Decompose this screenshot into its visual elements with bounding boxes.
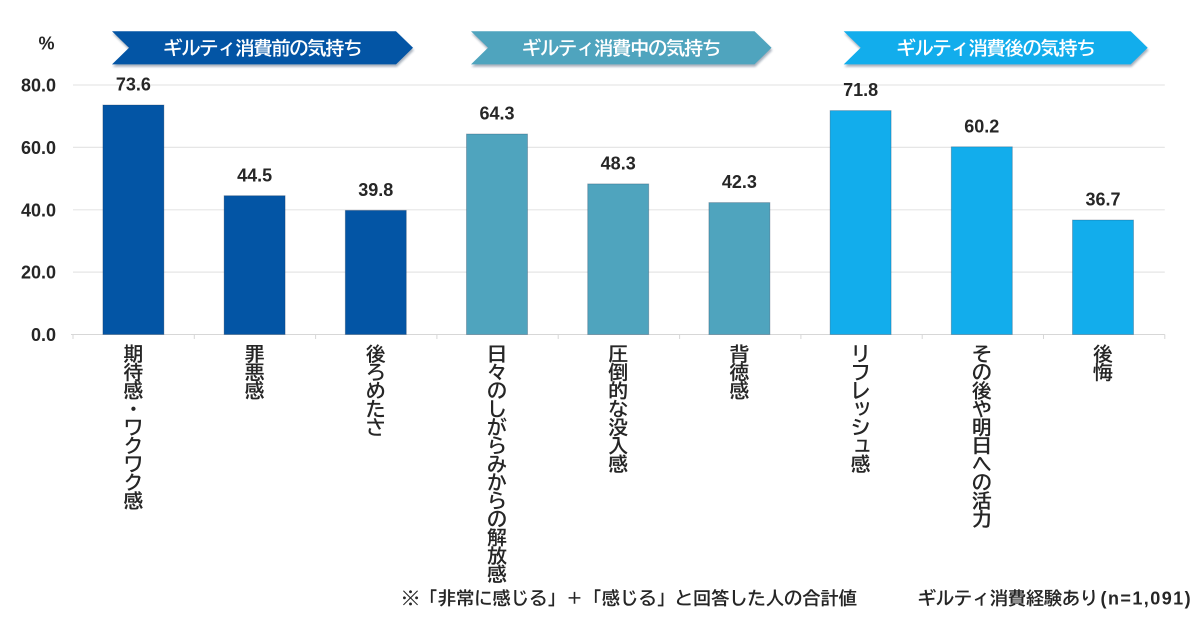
svg-text:39.8: 39.8: [358, 180, 393, 200]
svg-text:71.8: 71.8: [843, 80, 878, 100]
svg-text:73.6: 73.6: [116, 75, 151, 95]
svg-text:36.7: 36.7: [1085, 190, 1120, 210]
svg-text:40.0: 40.0: [21, 200, 56, 220]
svg-text:64.3: 64.3: [479, 104, 514, 124]
svg-text:60.0: 60.0: [21, 138, 56, 158]
svg-text:42.3: 42.3: [722, 172, 757, 192]
svg-text:(n=1,091): (n=1,091): [1101, 589, 1193, 609]
svg-text:44.5: 44.5: [237, 165, 272, 185]
svg-text:48.3: 48.3: [601, 154, 636, 174]
svg-text:0.0: 0.0: [31, 325, 56, 345]
svg-text:80.0: 80.0: [21, 76, 56, 96]
svg-text:20.0: 20.0: [21, 263, 56, 283]
svg-text:60.2: 60.2: [964, 116, 999, 136]
svg-text:%: %: [38, 34, 54, 54]
